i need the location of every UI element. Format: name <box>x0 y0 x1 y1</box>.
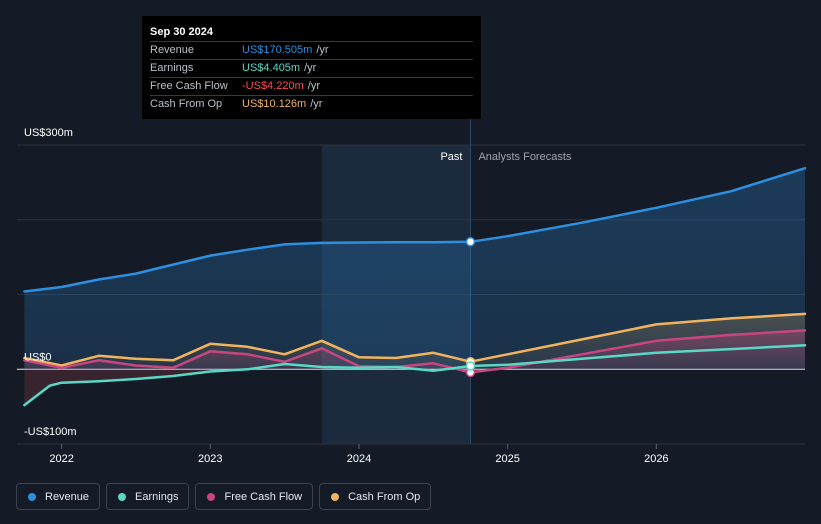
y-axis-label: US$300m <box>24 127 73 139</box>
x-tick-label: 2023 <box>198 453 222 465</box>
tooltip-row-value: US$10.126m <box>242 98 307 110</box>
x-tick-label: 2022 <box>49 453 73 465</box>
tooltip-row-label: Free Cash Flow <box>150 80 228 92</box>
revenue-dot-icon <box>28 492 36 501</box>
past-label: Past <box>440 151 462 163</box>
legend-item-cash-from-op[interactable]: Cash From Op <box>319 483 432 510</box>
tooltip-row-revenue: Revenue US$170.505m /yr <box>150 41 473 59</box>
tooltip-row-unit: /yr <box>316 44 329 56</box>
cash-from-op-line <box>23 312 807 367</box>
y-axis-label: US$0 <box>24 351 52 363</box>
tooltip-row-free-cash-flow: Free Cash Flow -US$4.220m /yr <box>150 77 473 95</box>
cash-from-op-dot-icon <box>331 492 340 501</box>
tooltip-row-label: Earnings <box>150 62 194 74</box>
tooltip-row-value: -US$4.220m <box>242 80 304 92</box>
legend-item-revenue[interactable]: Revenue <box>16 483 101 510</box>
legend-label: Cash From Op <box>348 490 421 503</box>
free-cash-flow-area <box>24 330 805 373</box>
tooltip: Sep 30 2024 Revenue US$170.505m /yr Earn… <box>142 16 481 119</box>
earnings-marker <box>465 361 476 371</box>
legend-item-free-cash-flow[interactable]: Free Cash Flow <box>195 483 314 510</box>
x-tick-label: 2025 <box>495 453 519 465</box>
legend-label: Free Cash Flow <box>224 490 303 503</box>
tooltip-row-value: US$170.505m <box>242 44 313 56</box>
tooltip-row-cash-from-op: Cash From Op US$10.126m /yr <box>150 95 473 113</box>
tooltip-row-label: Revenue <box>150 44 195 56</box>
x-tick-label: 2026 <box>644 453 668 465</box>
legend-item-earnings[interactable]: Earnings <box>106 483 190 510</box>
tooltip-row-label: Cash From Op <box>150 98 223 110</box>
revenue-marker <box>465 237 476 247</box>
free-cash-flow-line <box>23 329 807 374</box>
tooltip-row-value: US$4.405m <box>242 62 301 74</box>
x-tick-label: 2024 <box>347 453 371 465</box>
legend-label: Revenue <box>45 490 90 503</box>
tooltip-row-unit: /yr <box>307 80 320 92</box>
earnings-negative-area <box>24 369 248 406</box>
revenue-line <box>23 166 807 293</box>
earnings-dot-icon <box>118 492 127 501</box>
earnings-line <box>23 344 807 407</box>
forecast-label: Analysts Forecasts <box>478 151 571 163</box>
revenue-area <box>24 168 805 370</box>
tooltip-date: Sep 30 2024 <box>150 26 213 38</box>
legend: Revenue Earnings Free Cash Flow Cash Fro… <box>16 483 432 510</box>
tooltip-row-unit: /yr <box>304 62 317 74</box>
free-cash-flow-dot-icon <box>207 492 216 501</box>
y-axis-label: -US$100m <box>24 426 77 438</box>
legend-label: Earnings <box>135 490 179 503</box>
tooltip-row-unit: /yr <box>310 98 323 110</box>
tooltip-row-earnings: Earnings US$4.405m /yr <box>150 59 473 77</box>
